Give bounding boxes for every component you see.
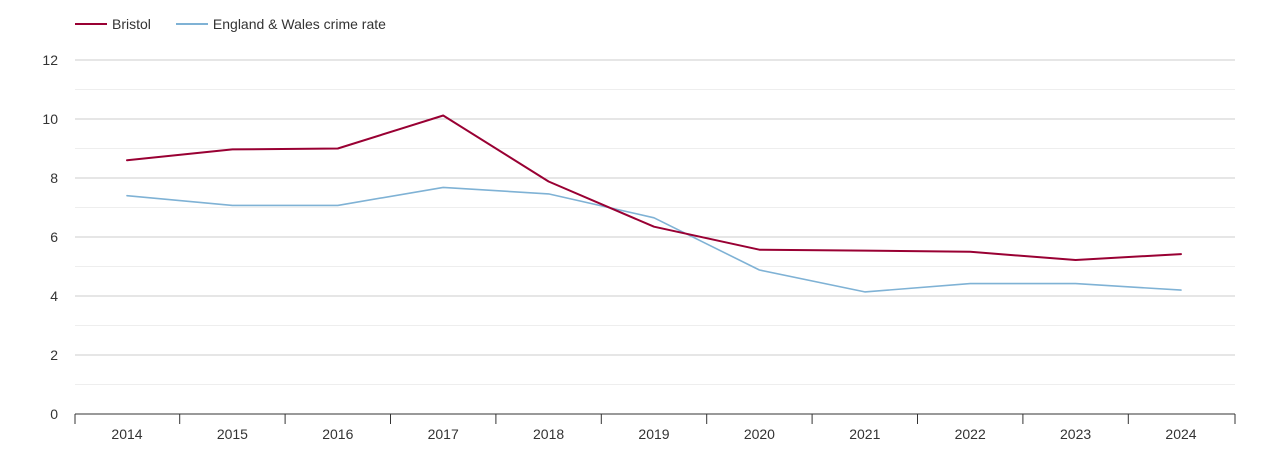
y-tick-label: 6 xyxy=(50,229,58,245)
legend-label-bristol: Bristol xyxy=(112,16,151,32)
y-tick-label: 2 xyxy=(50,347,58,363)
data-point-bristol-2018[interactable] xyxy=(545,178,553,186)
legend-item-england-wales[interactable]: England & Wales crime rate xyxy=(175,16,386,32)
x-tick-label: 2021 xyxy=(849,426,880,442)
x-tick-label: 2022 xyxy=(955,426,986,442)
legend-label-england-wales: England & Wales crime rate xyxy=(212,16,386,32)
data-point-england-wales-2024[interactable] xyxy=(1177,286,1185,294)
data-point-england-wales-2018[interactable] xyxy=(545,190,553,198)
data-point-bristol-2014[interactable] xyxy=(123,156,131,164)
x-tick-label: 2020 xyxy=(744,426,775,442)
x-tick-label: 2016 xyxy=(322,426,353,442)
legend-swatch-bristol xyxy=(75,23,107,25)
data-point-england-wales-2020[interactable] xyxy=(755,266,763,274)
y-tick-label: 0 xyxy=(50,406,58,422)
data-point-bristol-2015[interactable] xyxy=(228,145,236,153)
data-point-england-wales-2017[interactable] xyxy=(439,183,447,191)
legend-item-bristol[interactable]: Bristol xyxy=(75,16,151,32)
data-point-england-wales-2023[interactable] xyxy=(1072,280,1080,288)
data-point-bristol-2020[interactable] xyxy=(755,246,763,254)
x-tick-label: 2017 xyxy=(428,426,459,442)
y-tick-label: 8 xyxy=(50,170,58,186)
x-tick-label: 2018 xyxy=(533,426,564,442)
data-point-bristol-2017[interactable] xyxy=(439,111,447,119)
data-point-england-wales-2015[interactable] xyxy=(228,201,236,209)
y-tick-label: 4 xyxy=(50,288,58,304)
y-tick-label: 12 xyxy=(42,52,58,68)
data-point-england-wales-2014[interactable] xyxy=(123,192,131,200)
x-tick-label: 2015 xyxy=(217,426,248,442)
legend: Bristol England & Wales crime rate xyxy=(75,16,411,32)
data-point-england-wales-2019[interactable] xyxy=(650,214,658,222)
y-tick-label: 10 xyxy=(42,111,58,127)
data-point-bristol-2016[interactable] xyxy=(334,145,342,153)
data-point-bristol-2022[interactable] xyxy=(966,248,974,256)
legend-swatch-england-wales xyxy=(175,23,208,25)
x-tick-label: 2023 xyxy=(1060,426,1091,442)
data-point-england-wales-2021[interactable] xyxy=(861,288,869,296)
x-tick-label: 2019 xyxy=(638,426,669,442)
x-tick-label: 2014 xyxy=(111,426,142,442)
data-point-bristol-2021[interactable] xyxy=(861,247,869,255)
data-point-bristol-2023[interactable] xyxy=(1072,256,1080,264)
series-line-bristol[interactable] xyxy=(126,114,1182,261)
data-point-bristol-2019[interactable] xyxy=(650,223,658,231)
x-tick-label: 2024 xyxy=(1165,426,1196,442)
data-point-bristol-2024[interactable] xyxy=(1177,250,1185,258)
data-point-england-wales-2022[interactable] xyxy=(966,280,974,288)
data-point-england-wales-2016[interactable] xyxy=(334,201,342,209)
series-line-england-wales[interactable] xyxy=(126,186,1182,293)
